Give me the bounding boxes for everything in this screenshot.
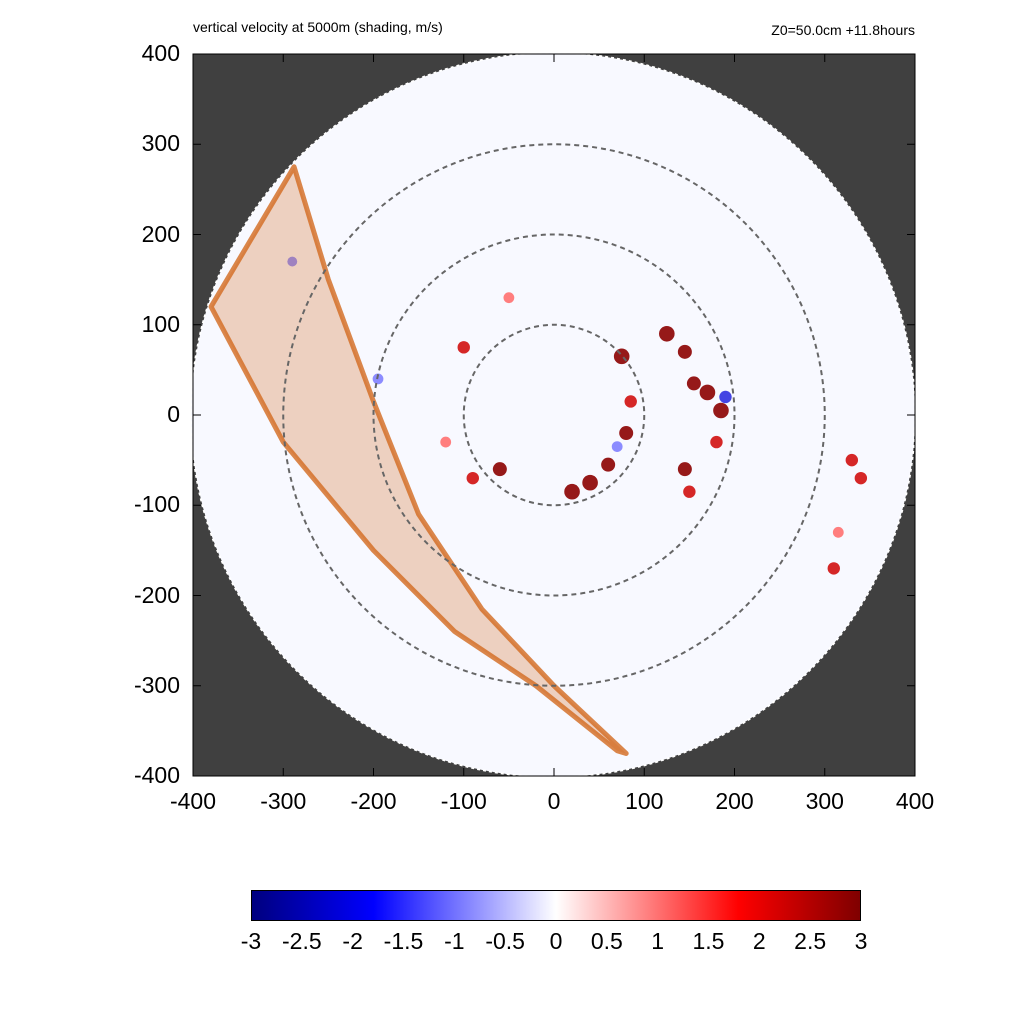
tick-marks [192,53,916,777]
velocity-cell-26 [845,453,859,467]
x-tick-label: 400 [895,788,935,814]
x-tick-label: -300 [260,788,307,814]
velocity-cell-5 [613,348,630,365]
x-tick-label: 100 [625,788,664,814]
velocity-cell-12 [677,462,692,477]
velocity-cell-22 [287,256,298,267]
colorbar-tick-label: -1 [444,928,465,954]
velocity-cell-25 [854,471,868,485]
colorbar-tick-label: -1.5 [383,928,424,954]
velocity-cell-8 [686,376,701,391]
velocity-cell-14 [492,462,507,477]
velocity-cell-23 [832,526,844,538]
x-tick-label: 200 [715,788,754,814]
colorbar-tick-label: 2 [752,928,766,954]
velocity-cell-7 [677,344,692,359]
velocity-field [287,256,868,575]
x-tick-label: 0 [547,788,561,814]
velocity-cell-11 [710,435,723,449]
velocity-cell-10 [713,402,729,419]
x-tick-label: -200 [350,788,397,814]
colorbar-tick-label: 0.5 [590,928,623,954]
velocity-cell-16 [440,436,452,448]
y-tick-label: 100 [141,310,180,337]
velocity-cell-19 [719,390,732,404]
velocity-cell-3 [619,426,634,441]
velocity-cell-24 [827,562,840,575]
velocity-cell-1 [582,474,598,491]
colorbar-tick-label: -3 [240,928,262,954]
velocity-cell-2 [601,457,616,472]
colorbar-tick-label: -2 [342,928,363,954]
velocity-cell-20 [611,441,623,452]
chart-title: vertical velocity at 5000m (shading, m/s… [193,19,443,35]
range-ring-100 [462,323,646,507]
range-ring-300 [282,143,826,687]
y-tick-label: 200 [141,220,180,247]
y-tick-label: -200 [133,581,180,608]
time-annotation: Z0=50.0cm +11.8hours [771,22,915,38]
colorbar-tick-label: 3 [854,928,868,954]
y-tick-label: 400 [141,40,180,66]
colorbar-tick-label: 2.5 [794,928,827,954]
range-rings [282,143,826,687]
velocity-cell-13 [683,485,696,498]
range-ring-200 [372,233,736,597]
colorbar-tick-label: 1 [651,928,665,954]
colorbar-tick-label: -2.5 [282,928,322,954]
y-tick-label: 0 [167,401,180,427]
x-tick-label: 300 [805,788,844,814]
velocity-cell-15 [466,471,479,485]
colorbar-tick-label: 0 [549,928,563,954]
velocity-cell-0 [564,483,580,500]
velocity-cell-9 [699,384,716,401]
velocity-cell-17 [457,341,470,354]
swath-layer [208,164,629,756]
y-tick-label: -300 [133,671,180,698]
y-tick-label: 300 [141,130,180,157]
x-tick-label: -100 [440,788,487,814]
y-tick-label: -100 [133,491,180,518]
colorbar [251,890,861,921]
swath-polygon [208,164,629,756]
velocity-cell-6 [659,325,675,342]
velocity-cell-18 [503,292,515,304]
colorbar-tick-label: 1.5 [692,928,725,954]
colorbar-tick-label: -0.5 [485,928,525,954]
velocity-cell-4 [624,395,637,408]
x-tick-label: -400 [169,788,217,814]
y-tick-label: -400 [133,762,180,788]
